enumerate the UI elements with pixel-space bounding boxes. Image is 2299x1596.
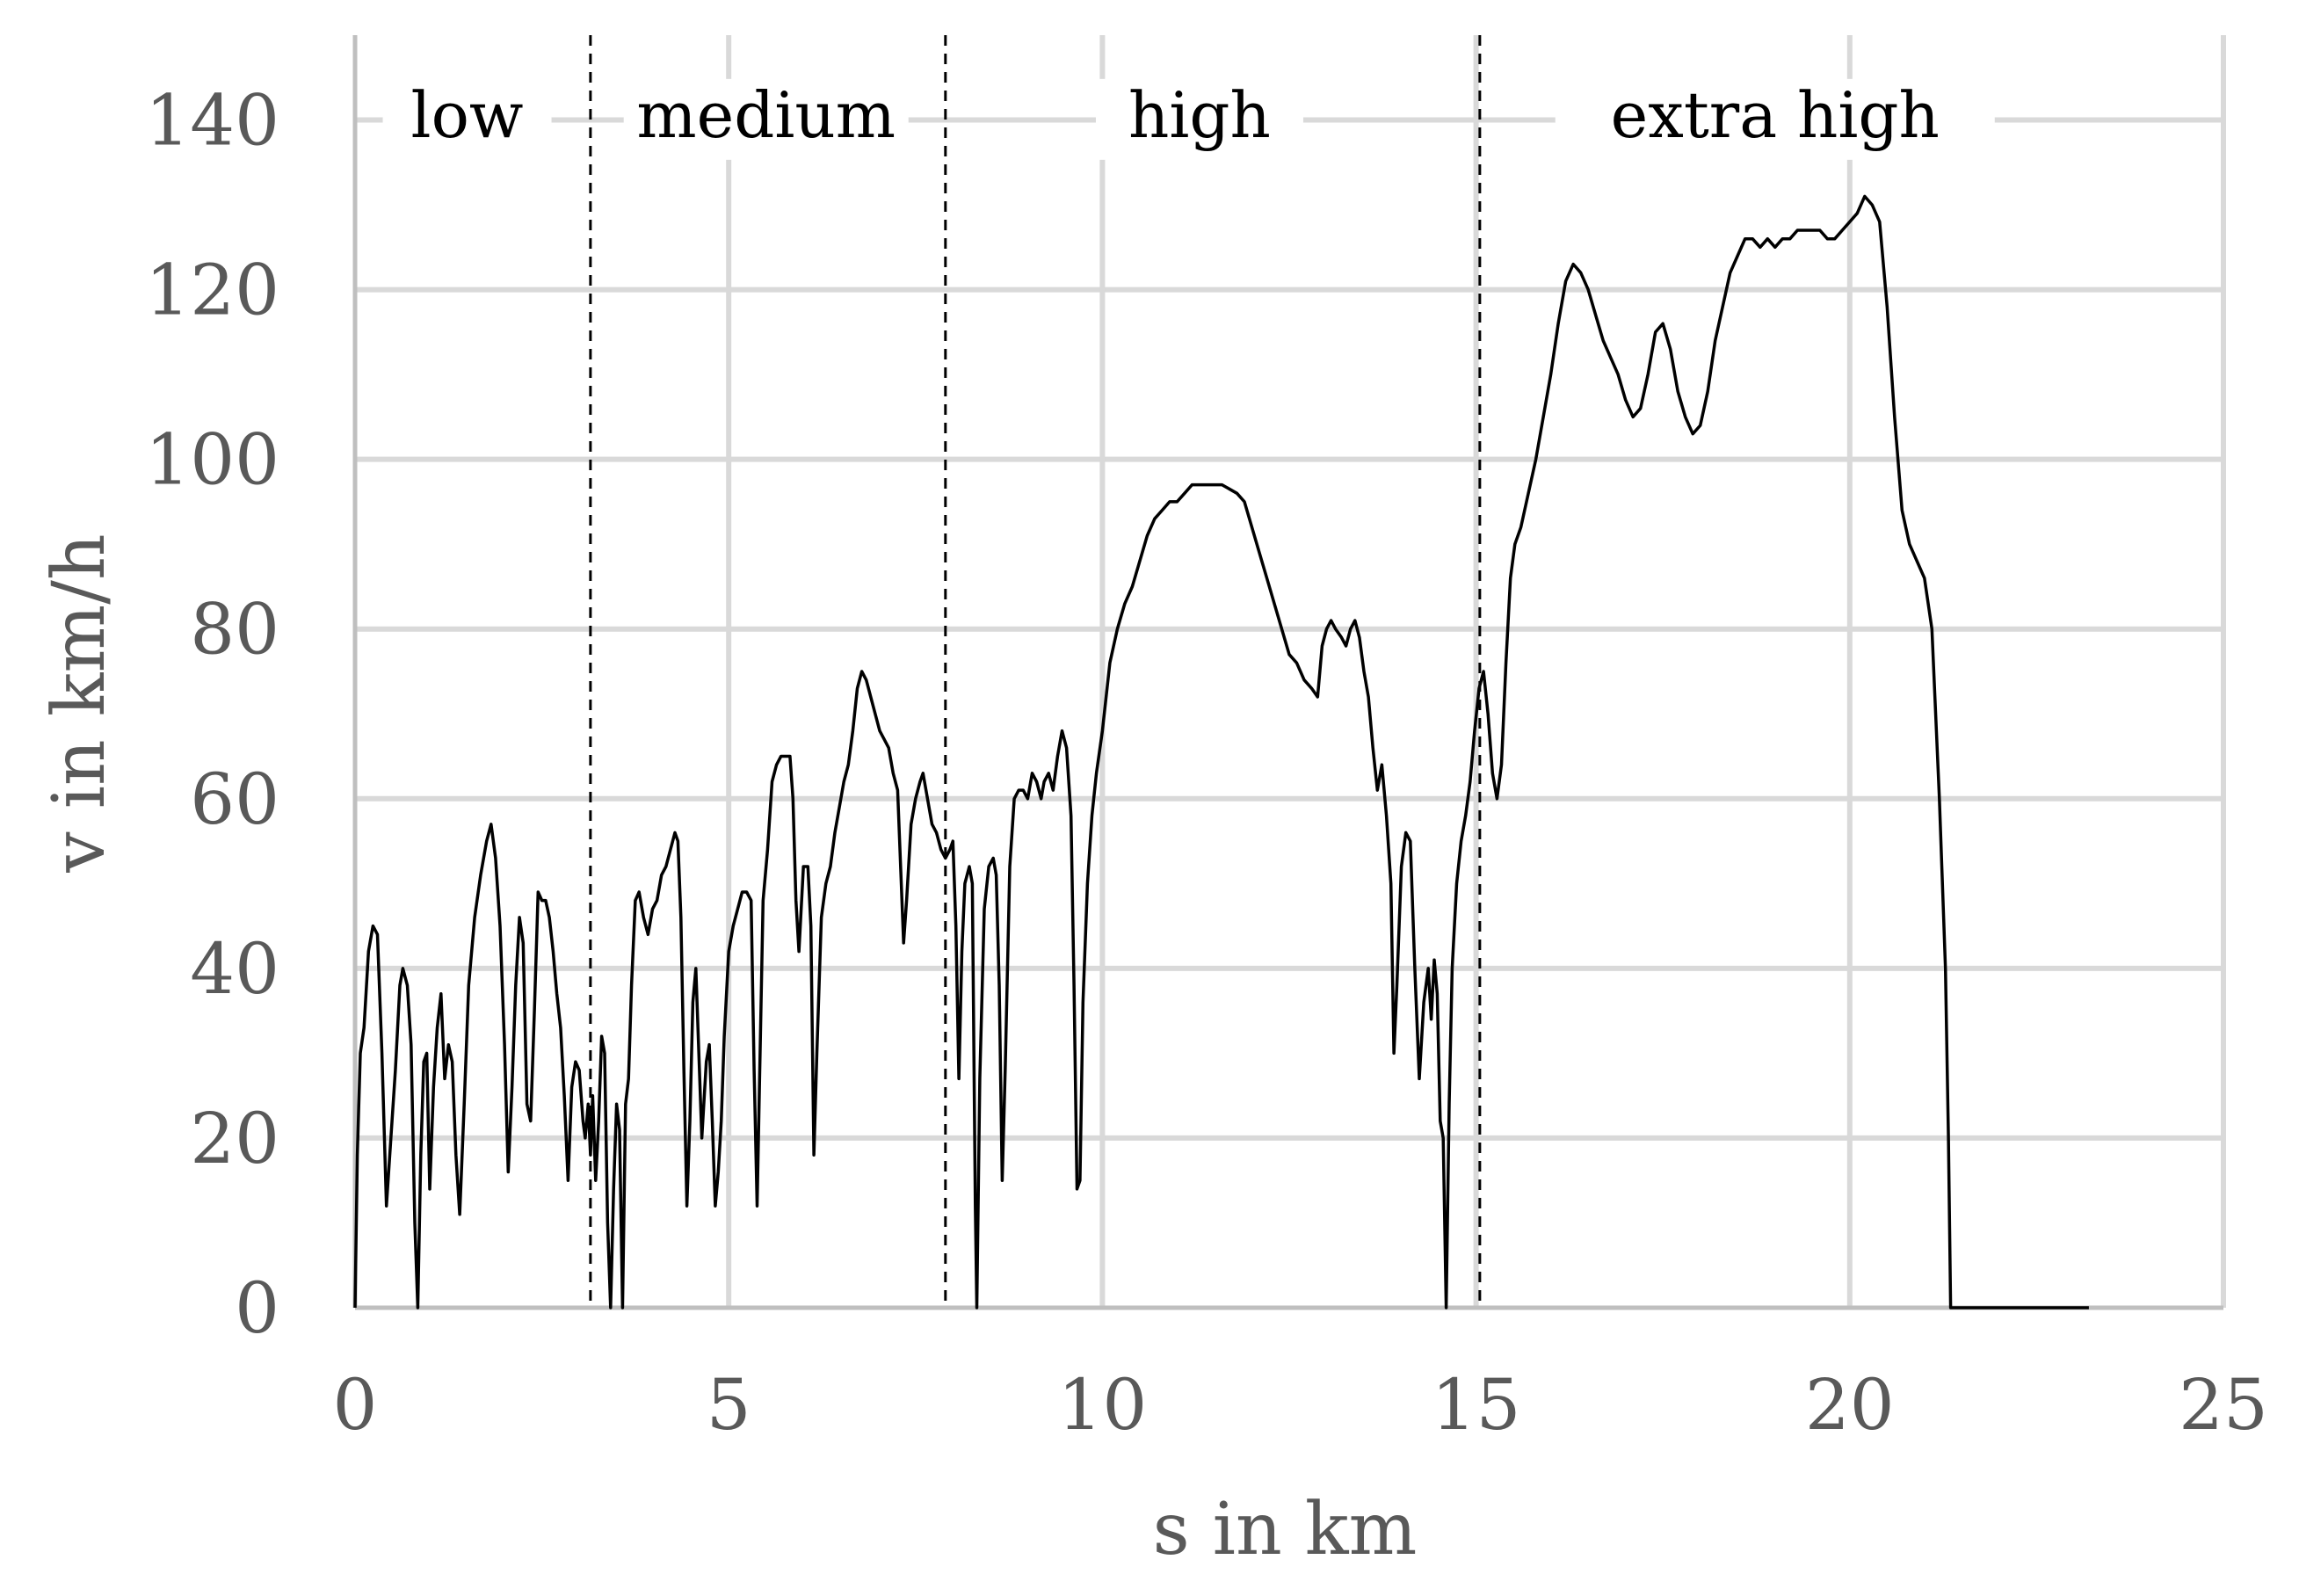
series: [353, 194, 2089, 1309]
speed-series-line: [353, 194, 2089, 1309]
y-tick-label: 20: [190, 1098, 279, 1179]
x-tick-label: 20: [1805, 1364, 1895, 1446]
y-tick-label: 60: [190, 758, 279, 840]
grid: [355, 35, 2226, 1308]
phase-label: high: [1128, 78, 1271, 152]
y-tick-label: 140: [145, 80, 279, 162]
phase-label-background: [623, 78, 909, 160]
x-axis-title: s in km: [1153, 1488, 1418, 1571]
phase-label-background: [1555, 78, 1995, 160]
phase-label: low: [411, 78, 524, 152]
y-tick-label: 0: [235, 1267, 279, 1349]
phase-boundaries: [589, 35, 1482, 1308]
y-tick-label: 120: [145, 250, 279, 331]
y-tick-label: 100: [145, 419, 279, 501]
phase-label: medium: [636, 78, 896, 152]
y-tick-label: 80: [190, 589, 279, 671]
phase-labels: low medium high extra high: [382, 78, 1995, 160]
phase-label: extra high: [1611, 78, 1940, 152]
tick-labels: 0 20 40 60 80 100 120 140 0 5 10 15 20 25: [145, 80, 2268, 1446]
x-tick-label: 15: [1432, 1364, 1521, 1446]
phase-label-background: [1095, 78, 1303, 160]
x-tick-label: 25: [2179, 1364, 2268, 1446]
x-tick-label: 0: [333, 1364, 378, 1446]
x-tick-label: 10: [1058, 1364, 1148, 1446]
phase-label-background: [382, 78, 552, 160]
y-tick-label: 40: [190, 928, 279, 1010]
axes: [352, 35, 2223, 1310]
y-axis-title: v in km/h: [38, 533, 121, 873]
x-tick-label: 5: [707, 1364, 751, 1446]
